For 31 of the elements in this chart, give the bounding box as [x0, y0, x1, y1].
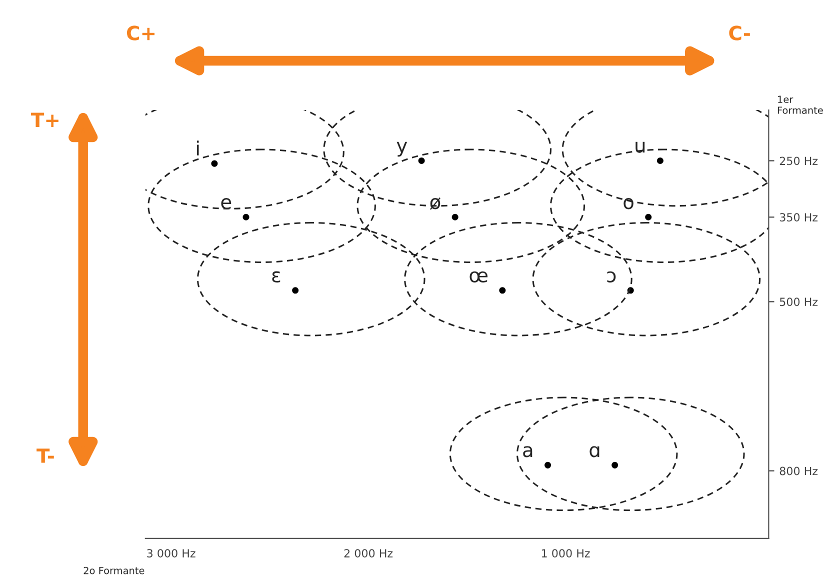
annotation: œ	[470, 271, 488, 282]
annotation: y	[396, 142, 408, 157]
x-tick-label: 2 000 Hz	[344, 549, 393, 558]
y-axis-title: 1er Formante	[778, 96, 823, 114]
text: C+	[126, 26, 154, 40]
point	[544, 462, 552, 468]
point	[292, 287, 299, 294]
point	[211, 160, 218, 167]
x-axis-title: 2o Formante	[84, 566, 144, 574]
text: T+	[31, 112, 58, 127]
annotation: ɛ	[272, 271, 280, 282]
point	[645, 214, 652, 220]
x-tick-label: 1 000 Hz	[542, 549, 590, 558]
y-tick-label: 350 Hz	[780, 213, 818, 222]
point	[656, 157, 664, 164]
annotation: o	[624, 198, 634, 210]
annotation: ɑ	[590, 446, 600, 458]
annotation: i	[196, 140, 199, 156]
text: T-	[36, 448, 54, 463]
y-tick-label: 500 Hz	[780, 298, 818, 306]
x-tick-label: 3 000 Hz	[147, 549, 196, 558]
point	[418, 157, 425, 164]
point	[499, 287, 506, 294]
point	[242, 214, 250, 220]
text: C-	[729, 26, 750, 40]
point	[452, 214, 458, 220]
y-tick-label: 800 Hz	[780, 466, 818, 476]
annotation: a	[523, 446, 532, 458]
annotation: ɔ	[607, 271, 616, 282]
y-tick-label: 250 Hz	[780, 156, 818, 166]
point	[612, 462, 618, 468]
